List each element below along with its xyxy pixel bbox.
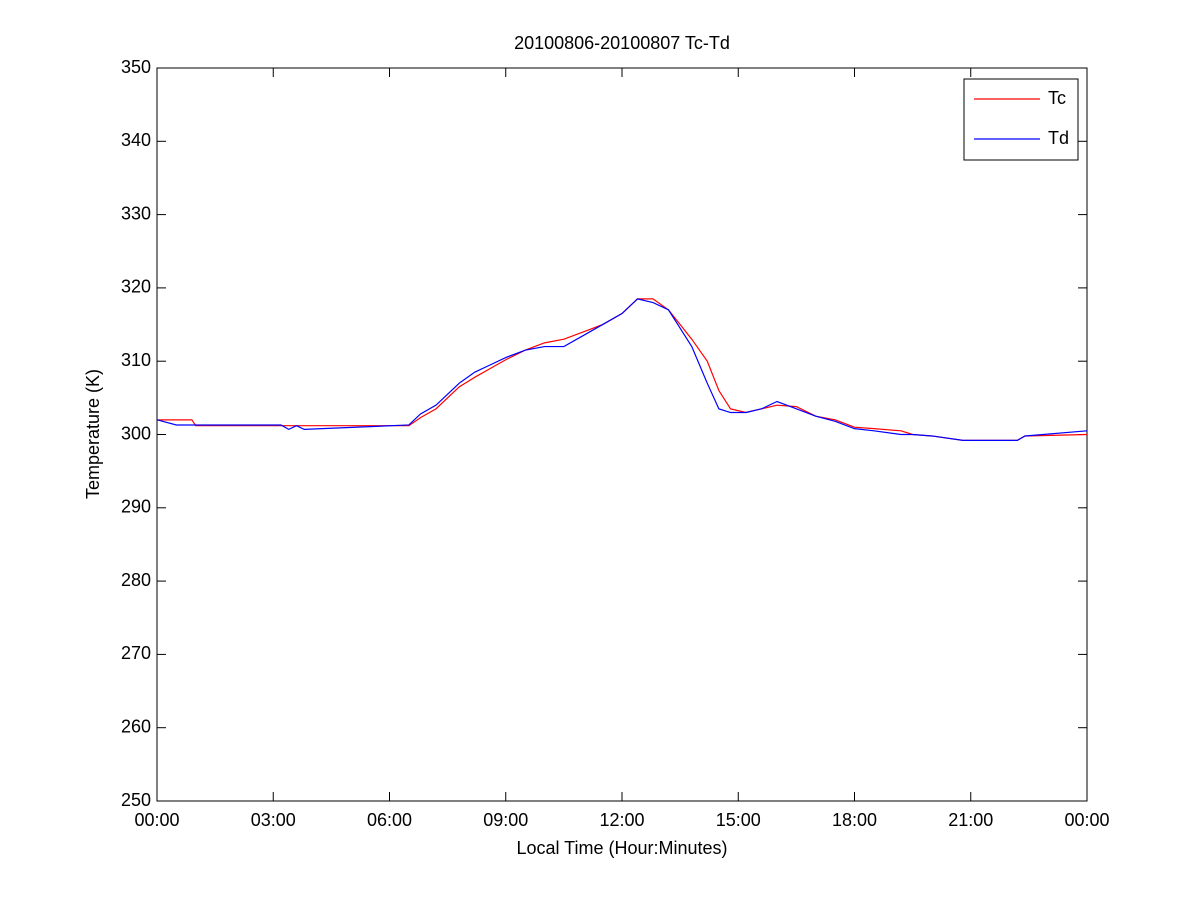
legend-label: Td xyxy=(1048,128,1069,148)
x-axis-label: Local Time (Hour:Minutes) xyxy=(516,838,727,858)
x-tick-label: 03:00 xyxy=(251,810,296,830)
x-tick-label: 18:00 xyxy=(832,810,877,830)
y-tick-label: 350 xyxy=(121,57,151,77)
y-tick-label: 250 xyxy=(121,790,151,810)
x-tick-label: 21:00 xyxy=(948,810,993,830)
y-tick-label: 320 xyxy=(121,277,151,297)
y-tick-label: 300 xyxy=(121,423,151,443)
y-tick-label: 330 xyxy=(121,203,151,223)
x-tick-label: 00:00 xyxy=(134,810,179,830)
x-tick-label: 12:00 xyxy=(599,810,644,830)
legend-box xyxy=(963,78,1079,161)
chart-title: 20100806-20100807 Tc-Td xyxy=(514,33,730,53)
legend-label: Tc xyxy=(1048,88,1066,108)
y-tick-label: 310 xyxy=(121,350,151,370)
y-tick-label: 290 xyxy=(121,497,151,517)
x-tick-label: 09:00 xyxy=(483,810,528,830)
x-tick-label: 06:00 xyxy=(367,810,412,830)
y-tick-label: 260 xyxy=(121,716,151,736)
y-tick-label: 340 xyxy=(121,130,151,150)
x-tick-label: 15:00 xyxy=(716,810,761,830)
y-tick-label: 280 xyxy=(121,570,151,590)
series-line xyxy=(156,298,1088,441)
x-tick-label: 00:00 xyxy=(1064,810,1109,830)
y-tick-label: 270 xyxy=(121,643,151,663)
y-axis-label: Temperature (K) xyxy=(83,369,103,499)
